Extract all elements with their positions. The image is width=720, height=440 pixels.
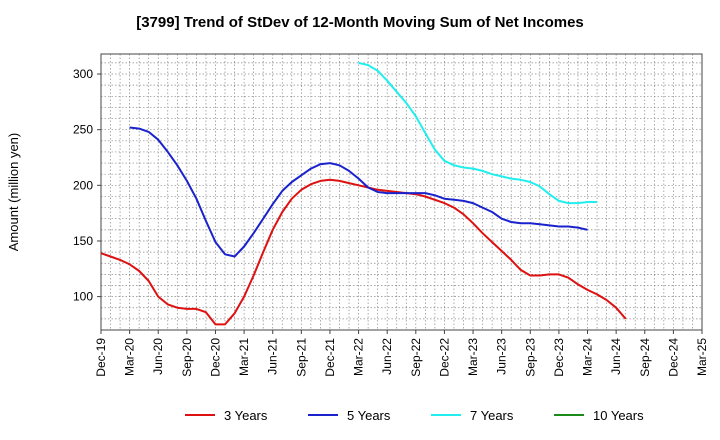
x-tick-label: Mar-20 xyxy=(123,338,137,376)
series-line-3-years xyxy=(100,178,627,326)
y-axis-label: Amount (million yen) xyxy=(6,133,21,252)
y-tick-label: 150 xyxy=(73,234,93,248)
x-tick-label: Mar-24 xyxy=(581,338,595,376)
x-tick-label: Dec-19 xyxy=(94,338,108,377)
legend-label-3-years: 3 Years xyxy=(224,408,268,423)
chart-title: [3799] Trend of StDev of 12-Month Moving… xyxy=(136,14,584,31)
y-tick-label: 100 xyxy=(73,290,93,304)
y-tick-label: 200 xyxy=(73,178,93,192)
legend-label-7-years: 7 Years xyxy=(470,408,514,423)
series-line-7-years xyxy=(358,61,598,205)
legend-label-10-years: 10 Years xyxy=(593,408,644,423)
x-tick-label: Dec-23 xyxy=(552,338,566,377)
x-axis-ticks: Dec-19 Mar-20 Jun-20 Sep-20 Dec-20 Mar-21 Jun-… xyxy=(94,330,709,377)
legend: 3 Years 5 Years 7 Years 10 Years xyxy=(185,408,644,423)
x-tick-label: Sep-23 xyxy=(523,338,537,377)
x-tick-label: Dec-24 xyxy=(666,338,680,377)
x-tick-label: Dec-21 xyxy=(323,338,337,377)
x-tick-label: Dec-20 xyxy=(208,338,222,377)
x-tick-label: Mar-23 xyxy=(466,338,480,376)
y-tick-label: 250 xyxy=(73,123,93,137)
x-tick-label: Jun-21 xyxy=(266,338,280,375)
x-tick-label: Jun-22 xyxy=(380,338,394,375)
x-tick-label: Sep-24 xyxy=(638,338,652,377)
plot-area-border xyxy=(100,53,703,331)
series-line-5-years xyxy=(129,126,588,258)
series-lines xyxy=(100,61,627,326)
x-tick-label: Sep-21 xyxy=(294,338,308,377)
x-tick-label: Sep-20 xyxy=(180,338,194,377)
x-tick-label: Jun-23 xyxy=(495,338,509,375)
y-tick-label: 300 xyxy=(73,67,93,81)
x-tick-label: Mar-22 xyxy=(352,338,366,376)
x-tick-label: Jun-24 xyxy=(609,338,623,375)
legend-label-5-years: 5 Years xyxy=(347,408,391,423)
x-tick-label: Mar-25 xyxy=(695,338,709,376)
x-tick-label: Sep-22 xyxy=(409,338,423,377)
y-axis-ticks: 100 150 200 250 300 xyxy=(73,67,101,304)
x-tick-label: Jun-20 xyxy=(151,338,165,375)
x-tick-label: Dec-22 xyxy=(437,338,451,377)
x-tick-label: Mar-21 xyxy=(237,338,251,376)
